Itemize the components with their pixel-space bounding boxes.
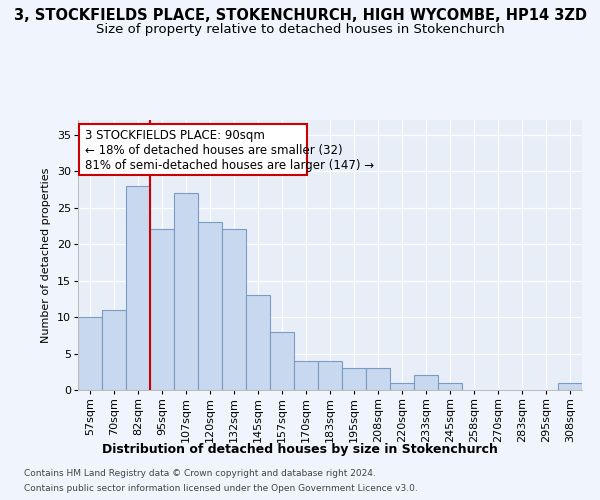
Text: Contains HM Land Registry data © Crown copyright and database right 2024.: Contains HM Land Registry data © Crown c…: [24, 469, 376, 478]
Bar: [102, 310, 126, 390]
Bar: [222, 230, 246, 390]
Text: Contains public sector information licensed under the Open Government Licence v3: Contains public sector information licen…: [24, 484, 418, 493]
Bar: [390, 382, 414, 390]
Bar: [126, 186, 150, 390]
Bar: [366, 368, 390, 390]
Bar: [438, 382, 462, 390]
Bar: [414, 376, 438, 390]
Bar: [318, 361, 342, 390]
Bar: [198, 222, 222, 390]
Bar: [270, 332, 294, 390]
Text: 3 STOCKFIELDS PLACE: 90sqm: 3 STOCKFIELDS PLACE: 90sqm: [85, 129, 265, 142]
Bar: [246, 295, 270, 390]
Bar: [558, 382, 582, 390]
Bar: [342, 368, 366, 390]
FancyBboxPatch shape: [79, 124, 307, 174]
Text: Distribution of detached houses by size in Stokenchurch: Distribution of detached houses by size …: [102, 442, 498, 456]
Bar: [78, 317, 102, 390]
Text: 3, STOCKFIELDS PLACE, STOKENCHURCH, HIGH WYCOMBE, HP14 3ZD: 3, STOCKFIELDS PLACE, STOKENCHURCH, HIGH…: [14, 8, 587, 22]
Y-axis label: Number of detached properties: Number of detached properties: [41, 168, 52, 342]
Bar: [150, 230, 174, 390]
Text: Size of property relative to detached houses in Stokenchurch: Size of property relative to detached ho…: [95, 22, 505, 36]
Text: ← 18% of detached houses are smaller (32): ← 18% of detached houses are smaller (32…: [85, 144, 343, 157]
Bar: [174, 193, 198, 390]
Bar: [294, 361, 318, 390]
Text: 81% of semi-detached houses are larger (147) →: 81% of semi-detached houses are larger (…: [85, 160, 374, 172]
